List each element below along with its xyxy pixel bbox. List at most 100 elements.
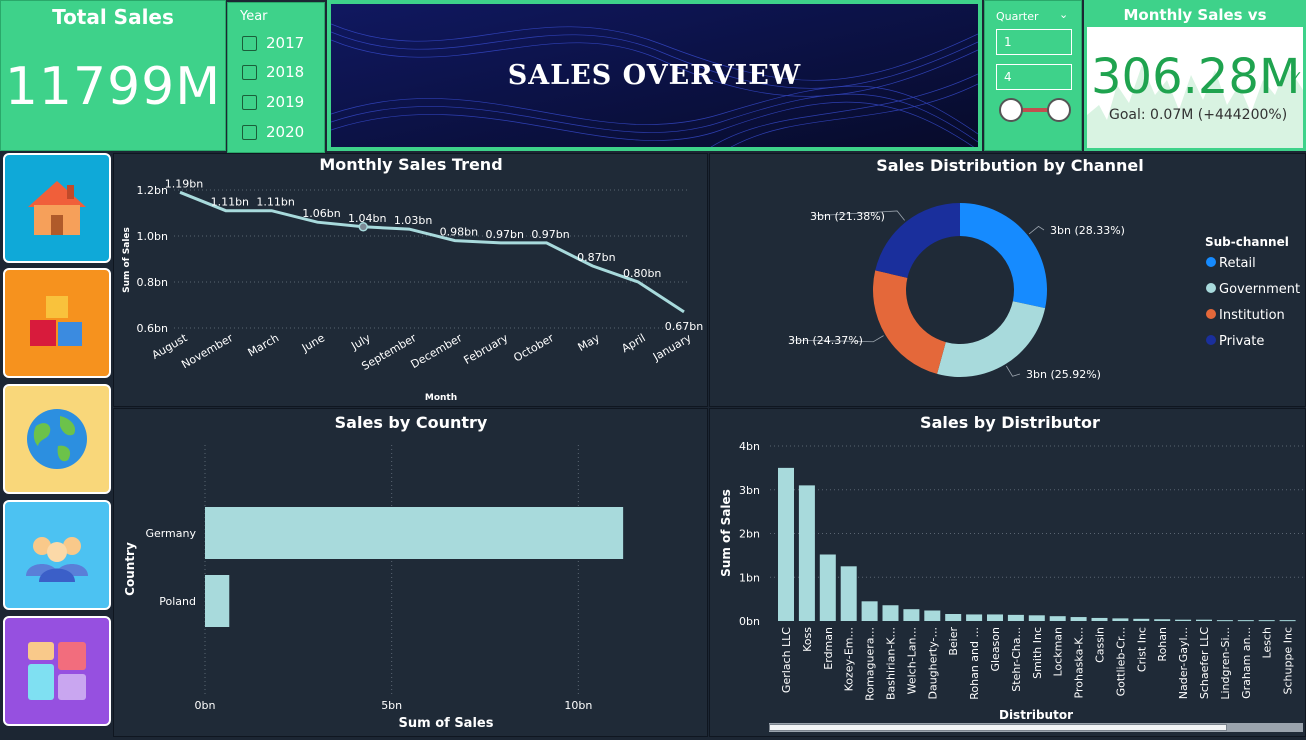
line-data-label: 1.19bn <box>165 177 203 190</box>
pie-data-label: 3bn (24.37%) <box>788 334 863 347</box>
distributor-category-label: Kozey-Em... <box>843 627 856 691</box>
distributor-xlabel: Distributor <box>999 708 1073 722</box>
line-point-highlight[interactable] <box>358 222 369 232</box>
year-option-2019[interactable]: 2019 <box>242 93 304 111</box>
legend-label-institution[interactable]: Institution <box>1219 308 1285 323</box>
distributor-category-label: Erdman <box>822 627 835 670</box>
checkbox-2018[interactable] <box>242 64 257 80</box>
distributor-bar[interactable] <box>987 614 1003 621</box>
distributor-bar[interactable] <box>1154 619 1171 621</box>
pie-slice-retail[interactable] <box>960 203 1047 309</box>
line-data-label: 0.87bn <box>577 251 615 264</box>
distributor-scrollbar-thumb[interactable] <box>769 724 1227 731</box>
legend-label-government[interactable]: Government <box>1219 282 1300 297</box>
distributor-bar[interactable] <box>903 609 920 621</box>
channel-distribution-chart: Sales Distribution by Channel 3bn (28.33%… <box>788 156 1300 381</box>
distributor-bar[interactable] <box>1049 616 1066 621</box>
distributor-category-label: Welch-Lan... <box>905 627 918 694</box>
distributor-bar[interactable] <box>819 554 836 622</box>
distributor-bar[interactable] <box>966 614 983 621</box>
line-data-label: 1.03bn <box>394 214 432 227</box>
year-option-2018[interactable]: 2018 <box>242 63 304 81</box>
checkbox-2019[interactable] <box>242 94 257 110</box>
distributor-bar[interactable] <box>1007 614 1024 621</box>
distributor-scrollbar[interactable] <box>769 723 1303 732</box>
line-xtick-label: July <box>348 331 373 353</box>
quarter-range-handle-start[interactable] <box>999 98 1023 122</box>
legend-label-retail[interactable]: Retail <box>1219 256 1256 271</box>
year-option-2020[interactable]: 2020 <box>242 123 304 141</box>
country-xtick-label: 10bn <box>564 699 592 712</box>
legend-label-private[interactable]: Private <box>1219 334 1264 349</box>
distributor-category-label: Rohan <box>1156 627 1169 662</box>
line-xtick-label: January <box>650 331 694 364</box>
checkbox-2017[interactable] <box>242 35 257 51</box>
distributor-chart-title: Sales by Distributor <box>920 413 1100 432</box>
monthly-vs-average-title: Monthly Sales vs Average <box>1087 3 1303 48</box>
legend-marker-government <box>1206 283 1216 293</box>
pie-slice-institution[interactable] <box>873 270 946 374</box>
line-data-label: 1.06bn <box>302 207 340 220</box>
distributor-bar[interactable] <box>798 485 815 621</box>
pie-slice-government[interactable] <box>937 301 1046 377</box>
line-xtick-label: February <box>462 331 511 367</box>
line-xtick-label: March <box>246 331 282 359</box>
distributor-bar[interactable] <box>1091 617 1108 621</box>
pie-leader-line <box>811 210 905 221</box>
pie-legend-title: Sub-channel <box>1205 235 1289 249</box>
country-bar-poland[interactable] <box>205 575 230 627</box>
distributor-bar[interactable] <box>1028 615 1045 621</box>
banner-title: SALES OVERVIEW <box>507 60 802 91</box>
line-data-label: 0.67bn <box>665 320 703 333</box>
distributor-bar[interactable] <box>1196 619 1212 621</box>
distributor-bar[interactable] <box>1237 620 1254 622</box>
distributor-bar[interactable] <box>882 605 899 621</box>
distributor-bar[interactable] <box>1258 620 1275 622</box>
distributor-bar[interactable] <box>1112 618 1129 621</box>
distributor-category-label: Cassin <box>1094 627 1107 663</box>
quarter-to-input[interactable]: 4 <box>996 64 1072 90</box>
quarter-from-input[interactable]: 1 <box>996 29 1072 55</box>
country-bar-germany[interactable] <box>205 507 624 559</box>
line-ytick-label: 0.8bn <box>137 276 168 289</box>
checkbox-2020[interactable] <box>242 124 257 140</box>
nav-geography-button[interactable] <box>3 384 111 494</box>
distributor-category-label: Beier <box>947 627 960 656</box>
quarter-slicer-title: Quarter <box>996 10 1039 23</box>
country-sales-chart: Sales by Country 0bn 5bn 10bn Germany Poland C… <box>123 413 624 731</box>
distributor-bar[interactable] <box>1070 617 1087 621</box>
distributor-category-label: Schaefer LLC <box>1198 627 1211 699</box>
cubes-icon <box>30 296 82 346</box>
distributor-bar[interactable] <box>924 610 941 622</box>
distributor-bar[interactable] <box>778 467 794 621</box>
nav-dashboard-button[interactable] <box>3 616 111 726</box>
nav-home-button[interactable] <box>3 153 111 263</box>
pie-slice-private[interactable] <box>875 203 960 278</box>
monthly-trend-panel: Monthly Sales Trend 1.2bn 1.0bn 0.8bn 0.6bn S… <box>113 153 708 407</box>
quarter-range-handle-end[interactable] <box>1047 98 1071 122</box>
distributor-category-label: Lockman <box>1052 627 1065 677</box>
line-chart-title: Monthly Sales Trend <box>319 155 502 174</box>
nav-customers-button[interactable] <box>3 500 111 610</box>
users-icon <box>26 537 88 582</box>
distributor-bar[interactable] <box>1133 618 1150 621</box>
distributor-bar[interactable] <box>840 566 857 621</box>
quarter-dropdown-icon[interactable]: ⌄ <box>1059 8 1069 21</box>
line-ytick-label: 1.0bn <box>137 230 168 243</box>
distributor-category-label: Lindgren-Si... <box>1219 627 1232 700</box>
distributor-sales-chart: Sales by Distributor 4bn 3bn 2bn 1bn 0bn Sum o… <box>719 413 1303 722</box>
distributor-bar[interactable] <box>861 601 878 621</box>
distributor-bar[interactable] <box>1175 619 1192 621</box>
line-ylabel: Sum of Sales <box>122 227 132 293</box>
channel-distribution-panel: Sales Distribution by Channel 3bn (28.33%… <box>709 153 1306 407</box>
distributor-bar[interactable] <box>1279 620 1296 622</box>
distributor-category-label: Schuppe Inc <box>1282 627 1295 694</box>
distributor-bar[interactable] <box>1216 620 1233 622</box>
pie-chart-title: Sales Distribution by Channel <box>876 156 1144 175</box>
distributor-category-label: Koss <box>801 627 814 652</box>
distributor-bar[interactable] <box>945 614 962 621</box>
nav-products-button[interactable] <box>3 268 111 378</box>
pie-data-label: 3bn (28.33%) <box>1050 224 1125 237</box>
legend-marker-private <box>1206 335 1216 345</box>
year-option-2017[interactable]: 2017 <box>242 34 304 52</box>
